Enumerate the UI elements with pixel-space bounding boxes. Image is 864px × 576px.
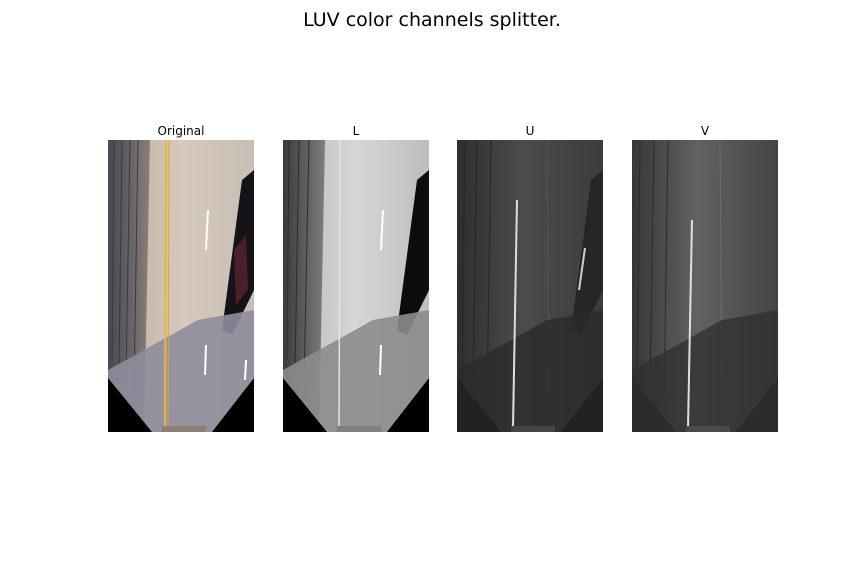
u-channel-image xyxy=(457,140,603,432)
panel-u: U xyxy=(457,122,603,432)
panel-title-u: U xyxy=(525,124,535,138)
panel-title-original: Original xyxy=(157,124,205,138)
panel-title-l: L xyxy=(352,124,360,138)
panel-original: Original xyxy=(108,122,254,432)
v-channel-image xyxy=(632,140,778,432)
panel-v: V xyxy=(632,122,778,432)
l-channel-image xyxy=(283,140,429,432)
panel-title-v: V xyxy=(700,124,710,138)
figure-title: LUV color channels splitter. xyxy=(303,9,561,31)
original-road-image xyxy=(108,140,254,432)
panel-l: L xyxy=(283,122,429,432)
